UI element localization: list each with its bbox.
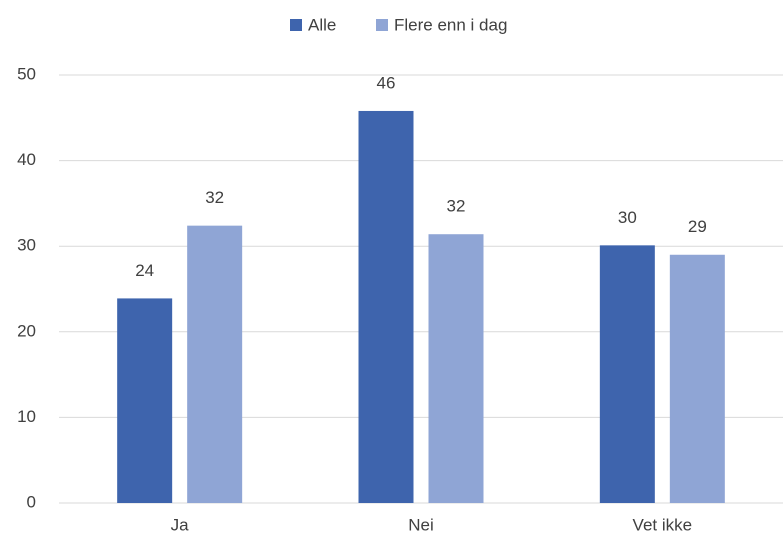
- legend-label: Alle: [308, 15, 336, 34]
- y-tick-label: 40: [17, 150, 36, 169]
- legend-label: Flere enn i dag: [394, 15, 507, 34]
- y-tick-label: 20: [17, 321, 36, 340]
- x-tick-label: Vet ikke: [633, 515, 693, 534]
- data-label: 46: [377, 73, 396, 92]
- y-tick-label: 0: [27, 492, 36, 511]
- bar: [428, 234, 484, 503]
- bar: [358, 110, 414, 504]
- data-label: 29: [688, 217, 707, 236]
- x-tick-label: Ja: [171, 515, 190, 534]
- x-tick-label: Nei: [408, 515, 434, 534]
- legend-swatch: [290, 19, 302, 31]
- y-tick-label: 10: [17, 407, 36, 426]
- bar: [187, 225, 243, 503]
- bar: [117, 298, 173, 503]
- data-label: 32: [205, 188, 224, 207]
- data-label: 24: [135, 261, 154, 280]
- bar: [669, 254, 725, 503]
- data-label: 32: [447, 197, 466, 216]
- y-tick-label: 50: [17, 64, 36, 83]
- bar: [599, 245, 655, 503]
- y-tick-label: 30: [17, 236, 36, 255]
- data-label: 30: [618, 208, 637, 227]
- legend-swatch: [376, 19, 388, 31]
